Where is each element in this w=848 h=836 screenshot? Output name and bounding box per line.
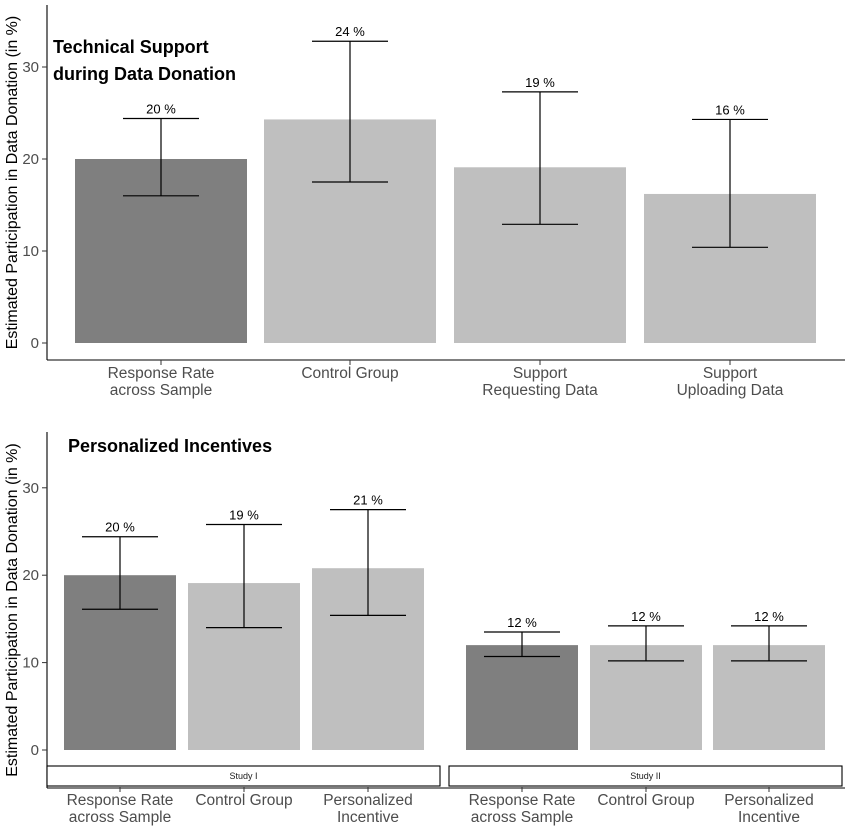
bar (713, 645, 825, 750)
x-tick-label: Incentive (738, 809, 800, 826)
x-tick-label: Control Group (301, 365, 398, 382)
panel-title: during Data Donation (53, 64, 236, 84)
y-tick-label: 0 (31, 335, 39, 352)
y-tick-label: 10 (22, 243, 39, 260)
x-tick-label: Uploading Data (677, 382, 784, 399)
data-label: 20 % (105, 520, 135, 535)
y-axis-title: Estimated Participation in Data Donation… (4, 443, 21, 777)
x-tick-label: Support (513, 365, 568, 382)
data-label: 19 % (229, 508, 259, 523)
bar (590, 645, 702, 750)
data-label: 12 % (507, 615, 537, 630)
x-tick-label: across Sample (69, 809, 172, 826)
x-tick-label: Response Rate (469, 792, 576, 809)
y-tick-label: 30 (22, 480, 39, 497)
data-label: 21 % (353, 493, 383, 508)
x-tick-label: Support (703, 365, 758, 382)
data-label: 20 % (146, 102, 176, 117)
facet-strip (448, 765, 843, 787)
data-label: 12 % (754, 609, 784, 624)
panel-title: Personalized Incentives (68, 436, 272, 456)
data-label: 24 % (335, 24, 365, 39)
facet-strip (46, 765, 441, 787)
x-tick-label: Response Rate (67, 792, 174, 809)
x-tick-label: Control Group (597, 792, 694, 809)
facet-strip-label: Study I (229, 771, 257, 781)
data-label: 19 % (525, 75, 555, 90)
y-axis-title: Estimated Participation in Data Donation… (4, 16, 21, 350)
x-tick-label: Requesting Data (482, 382, 598, 399)
y-tick-label: 0 (31, 742, 39, 759)
facet-strip-label: Study II (630, 771, 661, 781)
data-label: 16 % (715, 102, 745, 117)
y-tick-label: 20 (22, 151, 39, 168)
panel-title: Technical Support (53, 37, 209, 57)
x-tick-label: Control Group (195, 792, 292, 809)
bar (466, 645, 578, 750)
data-label: 12 % (631, 609, 661, 624)
x-tick-label: Response Rate (108, 365, 215, 382)
y-tick-label: 20 (22, 567, 39, 584)
x-tick-label: across Sample (110, 382, 213, 399)
y-tick-label: 30 (22, 59, 39, 76)
x-tick-label: Incentive (337, 809, 399, 826)
x-tick-label: Personalized (323, 792, 413, 809)
x-tick-label: Personalized (724, 792, 814, 809)
y-tick-label: 10 (22, 655, 39, 672)
x-tick-label: across Sample (471, 809, 574, 826)
